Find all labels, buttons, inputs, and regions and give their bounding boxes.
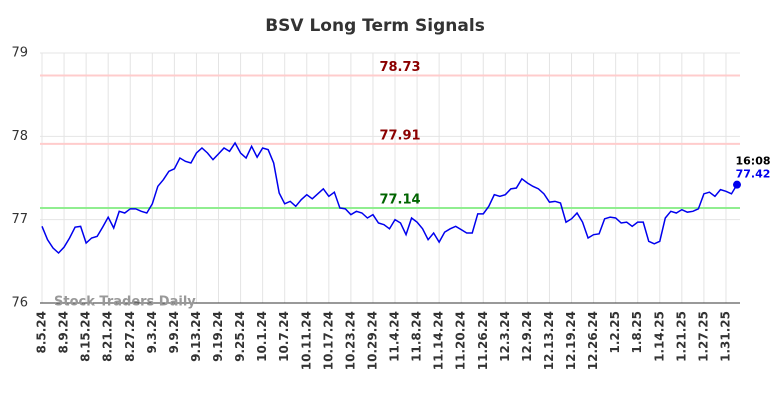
x-tick-label: 10.23.24 xyxy=(343,311,357,370)
y-tick-label: 77 xyxy=(11,212,28,227)
line xyxy=(41,141,738,255)
x-tick-label: 1.31.25 xyxy=(718,311,732,362)
chart-title: BSV Long Term Signals xyxy=(265,16,485,36)
reference-label: 77.91 xyxy=(379,128,420,143)
x-tick-label: 1.2.25 xyxy=(608,311,622,354)
x-tick-label: 1.8.25 xyxy=(630,311,644,354)
x-tick-label: 1.14.25 xyxy=(652,311,666,362)
last-value: 77.42 xyxy=(736,168,771,181)
x-tick-label: 9.13.24 xyxy=(189,311,203,362)
x-tick-label: 8.5.24 xyxy=(35,311,49,354)
y-tick-label: 78 xyxy=(11,129,28,144)
x-tick-label: 11.26.24 xyxy=(476,311,490,370)
x-tick-label: 1.21.25 xyxy=(674,311,688,362)
x-tick-label: 9.3.24 xyxy=(145,311,159,354)
y-tick-label: 76 xyxy=(11,296,28,311)
x-tick-label: 12.13.24 xyxy=(542,311,556,370)
x-tick-label: 8.27.24 xyxy=(123,311,137,362)
x-tick-label: 11.20.24 xyxy=(454,311,468,370)
x-tick-label: 10.7.24 xyxy=(277,311,291,362)
x-tick-label: 10.29.24 xyxy=(365,311,379,370)
reference-label: 77.14 xyxy=(379,193,420,208)
x-tick-label: 8.21.24 xyxy=(101,311,115,362)
x-tick-label: 12.19.24 xyxy=(564,311,578,370)
y-tick-label: 79 xyxy=(11,46,28,61)
x-tick-label: 9.9.24 xyxy=(167,311,181,354)
x-tick-label: 10.1.24 xyxy=(255,311,269,362)
last-point xyxy=(733,180,741,189)
x-tick-label: 10.17.24 xyxy=(321,311,335,370)
x-tick-label: 9.25.24 xyxy=(233,311,247,362)
x-tick-label: 12.9.24 xyxy=(520,311,534,362)
x-tick-label: 9.19.24 xyxy=(211,311,225,362)
watermark: Stock Traders Daily xyxy=(54,295,196,310)
x-tick-label: 11.14.24 xyxy=(432,311,446,370)
x-tick-label: 12.26.24 xyxy=(586,311,600,370)
x-tick-label: 1.27.25 xyxy=(696,311,710,362)
x-tick-label: 11.4.24 xyxy=(388,311,402,362)
last-time: 16:08 xyxy=(735,155,770,168)
x-tick-label: 11.8.24 xyxy=(410,311,424,362)
reference-label: 78.73 xyxy=(379,60,420,75)
x-tick-label: 8.9.24 xyxy=(57,311,71,354)
x-tick-label: 8.15.24 xyxy=(79,311,93,362)
x-tick-label: 12.3.24 xyxy=(498,311,512,362)
x-tick-label: 10.11.24 xyxy=(299,311,313,370)
